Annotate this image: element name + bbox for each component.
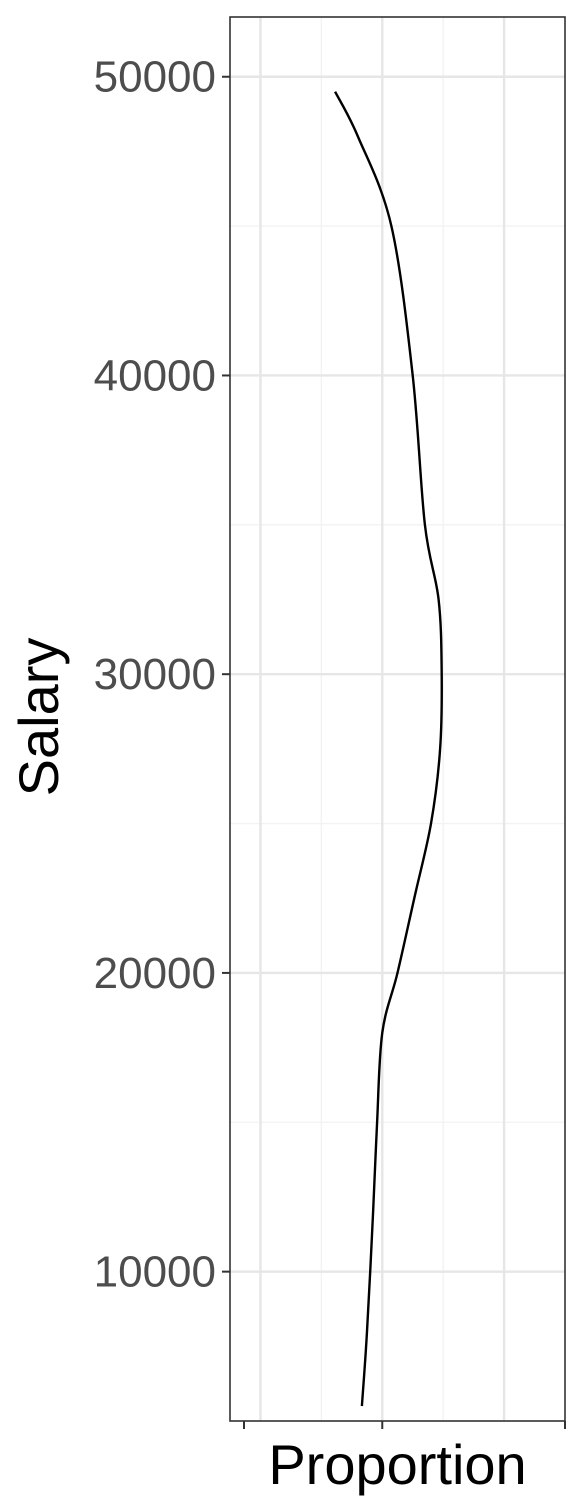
y-tick-label: 50000 xyxy=(94,53,216,102)
panel-border xyxy=(229,16,566,1422)
y-axis-ticks: 10000 20000 30000 40000 50000 xyxy=(94,53,230,1297)
salary-density-line xyxy=(334,91,443,1407)
x-axis-title: Proportion xyxy=(268,1433,526,1496)
y-axis-title: Salary xyxy=(7,638,70,797)
grid-major-lines xyxy=(230,17,565,1421)
y-tick-label: 40000 xyxy=(94,351,216,400)
x-axis-ticks xyxy=(243,1421,566,1429)
y-tick-label: 30000 xyxy=(94,650,216,699)
y-tick-label: 10000 xyxy=(94,1248,216,1297)
grid-minor-lines xyxy=(230,17,565,1422)
y-tick-label: 20000 xyxy=(94,949,216,998)
